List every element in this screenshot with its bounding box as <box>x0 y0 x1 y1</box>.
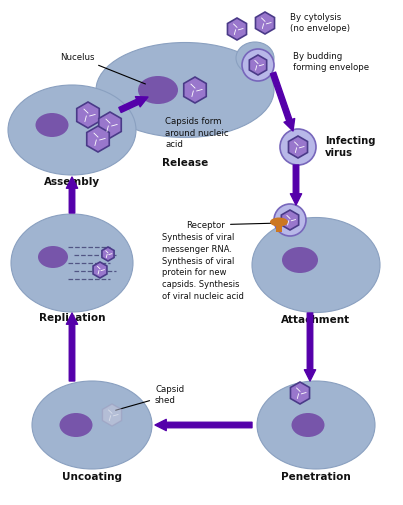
Text: Infecting
virus: Infecting virus <box>325 136 376 158</box>
Text: Synthesis of viral
messenger RNA.
Synthesis of viral
protein for new
capsids. Sy: Synthesis of viral messenger RNA. Synthe… <box>162 233 244 301</box>
Text: By cytolysis
(no envelope): By cytolysis (no envelope) <box>290 13 350 33</box>
Ellipse shape <box>280 129 316 165</box>
Ellipse shape <box>11 214 133 312</box>
Polygon shape <box>256 12 274 34</box>
Ellipse shape <box>60 413 93 437</box>
Ellipse shape <box>35 113 69 137</box>
Polygon shape <box>102 404 122 426</box>
Polygon shape <box>289 136 307 158</box>
Text: Attachment: Attachment <box>281 315 351 325</box>
Text: Capsid
shed: Capsid shed <box>116 385 184 410</box>
Ellipse shape <box>38 246 68 268</box>
Ellipse shape <box>282 247 318 273</box>
Text: Uncoating: Uncoating <box>62 472 122 482</box>
Ellipse shape <box>96 42 274 137</box>
Polygon shape <box>184 77 206 103</box>
Polygon shape <box>291 382 310 404</box>
Polygon shape <box>99 112 121 138</box>
Polygon shape <box>77 102 99 128</box>
Ellipse shape <box>242 49 274 81</box>
Ellipse shape <box>291 413 324 437</box>
Ellipse shape <box>32 381 152 469</box>
Ellipse shape <box>257 381 375 469</box>
Ellipse shape <box>274 204 306 236</box>
Text: Nucelus: Nucelus <box>60 53 145 84</box>
Polygon shape <box>93 262 107 278</box>
Text: Receptor: Receptor <box>186 221 278 229</box>
Polygon shape <box>102 247 114 261</box>
Ellipse shape <box>138 76 178 104</box>
Text: Assembly: Assembly <box>44 177 100 187</box>
Polygon shape <box>281 210 299 230</box>
Ellipse shape <box>8 85 136 175</box>
Text: Release: Release <box>162 158 208 168</box>
Ellipse shape <box>252 218 380 313</box>
Text: By budding
forming envelope: By budding forming envelope <box>293 53 369 72</box>
Polygon shape <box>87 126 109 152</box>
Ellipse shape <box>236 42 274 74</box>
Polygon shape <box>227 18 247 40</box>
Bar <box>276 222 282 232</box>
Text: Capsids form
around nucleic
acid: Capsids form around nucleic acid <box>165 117 229 149</box>
Polygon shape <box>249 55 267 75</box>
Ellipse shape <box>270 218 288 227</box>
Text: Penetration: Penetration <box>281 472 351 482</box>
Text: Replication: Replication <box>39 313 105 323</box>
